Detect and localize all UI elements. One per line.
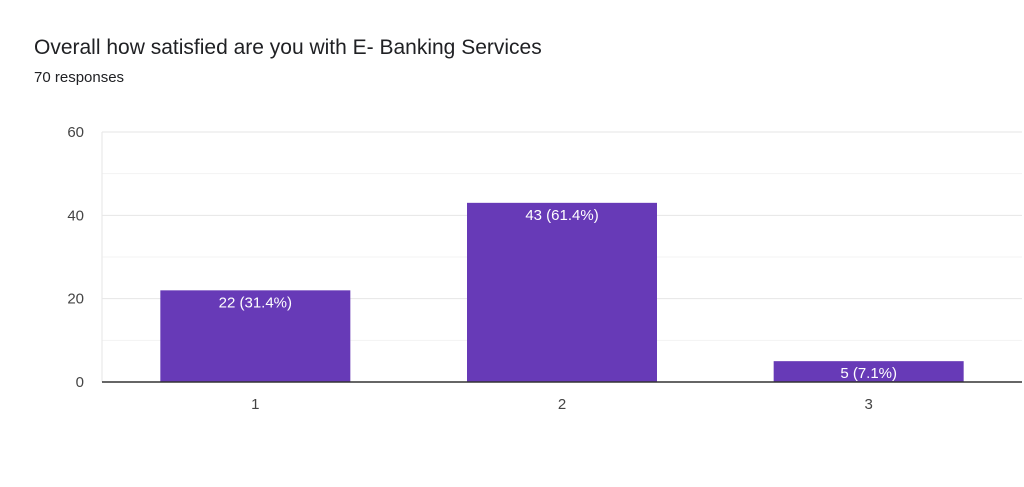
y-tick-label: 40 xyxy=(67,207,84,224)
bar-data-label: 43 (61.4%) xyxy=(525,207,598,224)
x-category-label: 2 xyxy=(558,396,566,413)
bar xyxy=(160,290,351,382)
bar-data-label: 22 (31.4%) xyxy=(219,294,292,311)
axes xyxy=(101,132,1022,383)
bar xyxy=(773,361,964,382)
y-tick-label: 0 xyxy=(76,374,84,391)
bar-data-label: 5 (7.1%) xyxy=(840,365,897,382)
labels: 0 20 40 60 22 (31.4%) 1 43 (61.4%) 2 5 (7.1%) 3 xyxy=(67,124,897,413)
x-category-label: 3 xyxy=(864,396,872,413)
y-tick-label: 60 xyxy=(67,124,84,141)
y-tick-label: 20 xyxy=(67,291,84,308)
bar xyxy=(467,202,657,382)
bars xyxy=(160,202,964,382)
response-count: 70 responses xyxy=(34,69,125,86)
x-category-label: 1 xyxy=(251,396,259,413)
chart-title: Overall how satisfied are you with E- Ba… xyxy=(34,36,542,59)
